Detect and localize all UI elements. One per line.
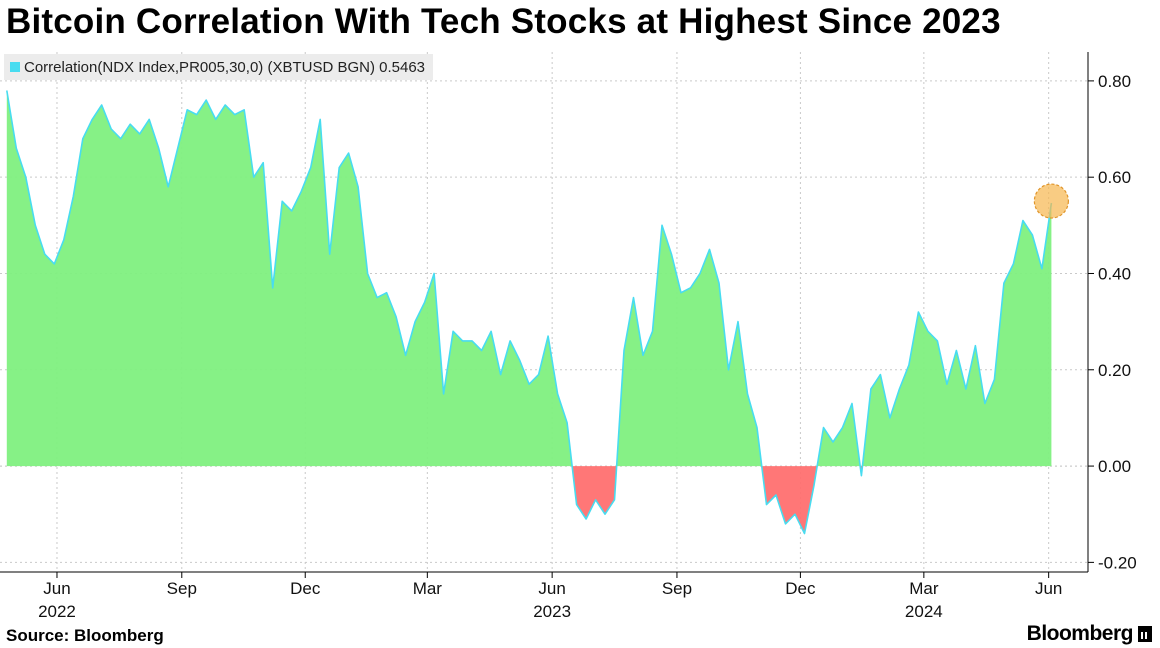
- x-tick-label: Mar: [909, 579, 939, 598]
- y-tick-label: 0.80: [1098, 72, 1131, 91]
- legend: Correlation(NDX Index,PR005,30,0) (XBTUS…: [4, 54, 434, 80]
- x-tick-label: Sep: [167, 579, 197, 598]
- y-tick-label: 0.60: [1098, 168, 1131, 187]
- x-tick-label: Dec: [290, 579, 321, 598]
- area-layer: [6, 90, 1053, 535]
- marker-layer: [1033, 183, 1069, 219]
- brand-name: Bloomberg: [1026, 622, 1134, 645]
- correlation-line: [6, 90, 1053, 535]
- x-tick-label: Mar: [413, 579, 443, 598]
- y-tick-label: 0.00: [1098, 457, 1131, 476]
- negative-area: [572, 466, 617, 519]
- positive-area: [6, 90, 573, 467]
- source-note: Source: Bloomberg: [6, 626, 164, 645]
- x-year-label: 2024: [905, 602, 943, 621]
- x-tick-label: Jun: [538, 579, 565, 598]
- bloomberg-terminal-icon: [1138, 626, 1152, 642]
- legend-swatch: [10, 62, 20, 72]
- x-tick-label: Jun: [43, 579, 70, 598]
- positive-area: [616, 225, 762, 467]
- highlight-marker: [1033, 183, 1069, 219]
- x-tick-label: Sep: [662, 579, 692, 598]
- y-tick-label: -0.20: [1098, 553, 1137, 572]
- y-tick-label: 0.20: [1098, 361, 1131, 380]
- brand-logo: Bloomberg: [1027, 622, 1152, 646]
- legend-label: Correlation(NDX Index,PR005,30,0) (XBTUS…: [24, 58, 426, 76]
- y-tick-label: 0.40: [1098, 264, 1131, 283]
- chart-title: Bitcoin Correlation With Tech Stocks at …: [6, 2, 1001, 41]
- x-year-label: 2023: [533, 602, 571, 621]
- negative-area: [761, 466, 818, 534]
- x-tick-label: Jun: [1035, 579, 1062, 598]
- x-tick-label: Dec: [785, 579, 816, 598]
- axis-layer: 0.80 0.60 0.40 0.20 0.00 -0.20 Jun 2022 Sep Dec Ma…: [0, 52, 1137, 621]
- x-year-label: 2022: [38, 602, 76, 621]
- positive-area: [862, 203, 1052, 467]
